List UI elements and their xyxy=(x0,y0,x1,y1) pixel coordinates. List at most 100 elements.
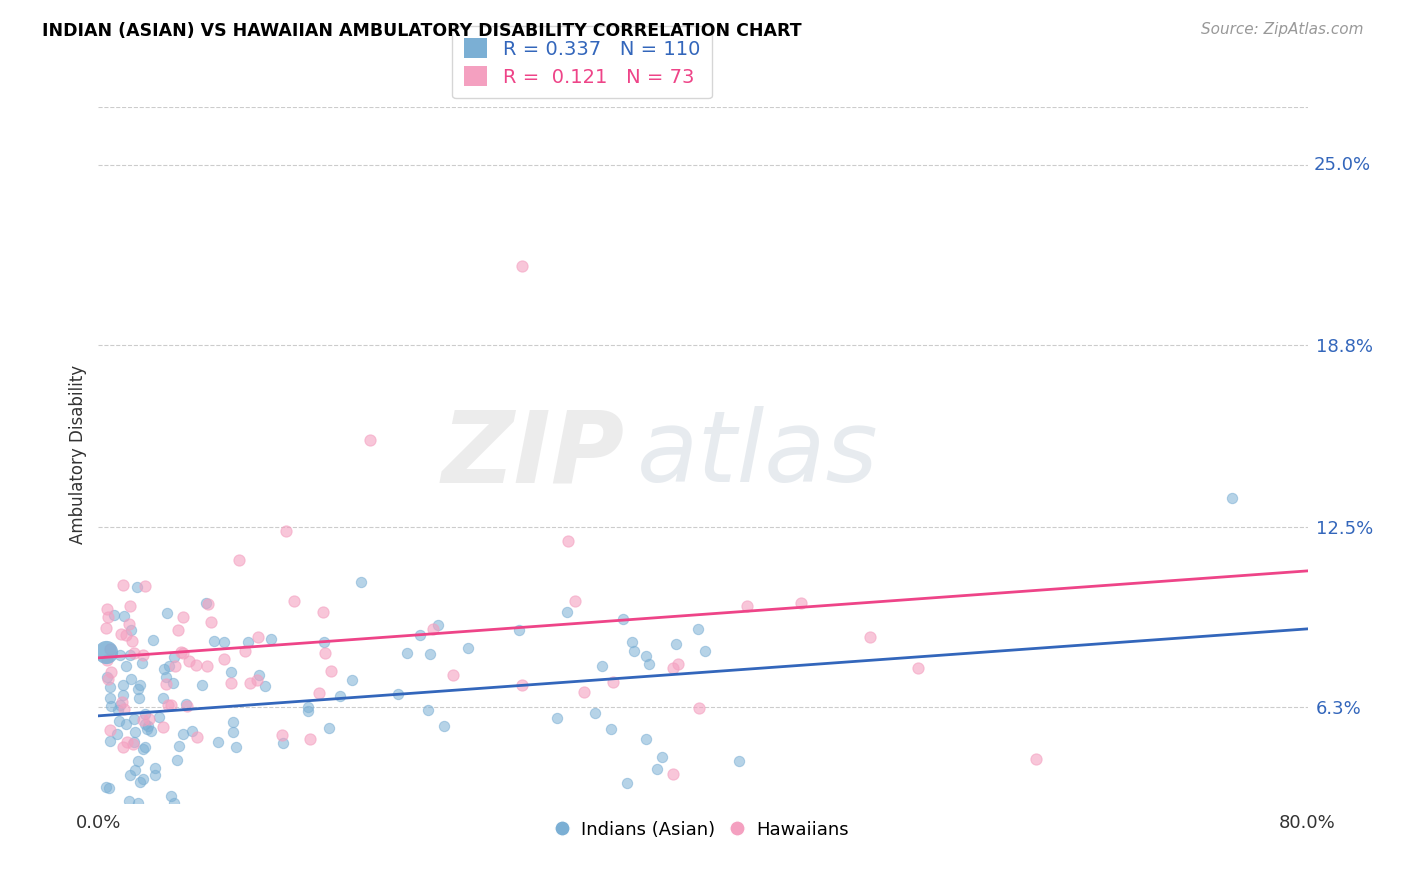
Point xyxy=(298,731,321,746)
Point xyxy=(1220,491,1243,506)
Point xyxy=(441,668,464,682)
Text: atlas: atlas xyxy=(637,407,879,503)
Point xyxy=(127,796,149,810)
Point xyxy=(103,607,125,622)
Point xyxy=(111,678,134,692)
Point xyxy=(163,658,186,673)
Point xyxy=(136,719,159,733)
Point xyxy=(233,643,256,657)
Point xyxy=(422,623,444,637)
Point xyxy=(645,762,668,776)
Point xyxy=(790,596,813,610)
Point xyxy=(156,698,179,712)
Point xyxy=(138,712,160,726)
Point xyxy=(176,699,198,714)
Legend: Indians (Asian), Hawaiians: Indians (Asian), Hawaiians xyxy=(550,814,856,846)
Y-axis label: Ambulatory Disability: Ambulatory Disability xyxy=(69,366,87,544)
Point xyxy=(155,670,177,684)
Point xyxy=(108,648,131,662)
Point xyxy=(162,675,184,690)
Point xyxy=(127,681,149,696)
Point xyxy=(143,768,166,782)
Point xyxy=(127,754,149,768)
Point xyxy=(207,735,229,749)
Point xyxy=(156,606,179,620)
Point xyxy=(115,717,138,731)
Point xyxy=(202,634,225,648)
Point xyxy=(114,658,136,673)
Point xyxy=(142,633,165,648)
Point xyxy=(121,633,143,648)
Point xyxy=(96,653,118,667)
Point xyxy=(181,723,204,738)
Point xyxy=(148,710,170,724)
Point xyxy=(662,661,685,675)
Point xyxy=(695,643,717,657)
Point xyxy=(134,739,156,754)
Point xyxy=(688,700,710,714)
Point xyxy=(117,735,139,749)
Point xyxy=(907,661,929,675)
Point xyxy=(186,657,208,672)
Point xyxy=(416,703,439,717)
Point xyxy=(105,726,128,740)
Point xyxy=(128,690,150,705)
Text: 25.0%: 25.0% xyxy=(1313,156,1371,174)
Text: INDIAN (ASIAN) VS HAWAIIAN AMBULATORY DISABILITY CORRELATION CHART: INDIAN (ASIAN) VS HAWAIIAN AMBULATORY DI… xyxy=(42,22,801,40)
Point xyxy=(134,579,156,593)
Point xyxy=(97,672,120,686)
Point xyxy=(194,596,217,610)
Point xyxy=(623,644,645,658)
Point xyxy=(200,615,222,629)
Point xyxy=(433,719,456,733)
Point xyxy=(163,796,186,810)
Point xyxy=(170,645,193,659)
Point xyxy=(132,742,155,756)
Point xyxy=(155,676,177,690)
Point xyxy=(134,717,156,731)
Point xyxy=(583,706,606,720)
Point xyxy=(160,789,183,803)
Point xyxy=(135,722,157,736)
Point xyxy=(152,720,174,734)
Point xyxy=(107,714,129,728)
Point xyxy=(172,646,194,660)
Point xyxy=(131,648,153,663)
Point xyxy=(195,659,218,673)
Point xyxy=(228,553,250,567)
Point xyxy=(409,628,432,642)
Point xyxy=(686,622,709,636)
Point xyxy=(360,434,382,448)
Point xyxy=(131,657,153,671)
Point xyxy=(350,574,373,589)
Text: ZIP: ZIP xyxy=(441,407,624,503)
Point xyxy=(283,593,305,607)
Point xyxy=(112,688,135,702)
Point xyxy=(94,645,117,659)
Point xyxy=(139,723,162,738)
Point xyxy=(636,732,658,747)
Point xyxy=(636,649,658,664)
Point xyxy=(97,610,120,624)
Point xyxy=(98,642,121,657)
Point xyxy=(98,723,121,737)
Point xyxy=(297,699,319,714)
Point xyxy=(737,599,759,613)
Point xyxy=(249,668,271,682)
Point xyxy=(159,698,181,713)
Point xyxy=(98,734,121,748)
Point xyxy=(297,704,319,718)
Point xyxy=(508,623,530,637)
Point xyxy=(166,753,188,767)
Point xyxy=(312,635,335,649)
Point xyxy=(111,578,134,592)
Point xyxy=(118,617,141,632)
Point xyxy=(222,725,245,739)
Point xyxy=(111,694,134,708)
Point xyxy=(120,648,142,662)
Point xyxy=(314,646,336,660)
Point xyxy=(271,736,294,750)
Point xyxy=(107,703,129,717)
Point xyxy=(236,635,259,649)
Point xyxy=(100,665,122,680)
